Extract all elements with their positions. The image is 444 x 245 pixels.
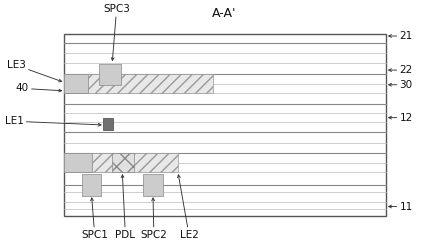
Bar (64, 153, 92, 172)
Text: A-A': A-A' (212, 7, 236, 20)
Bar (64, 74, 213, 93)
Text: SPC1: SPC1 (81, 198, 108, 240)
Bar (103, 118, 113, 130)
Bar (64, 34, 386, 216)
Text: LE2: LE2 (178, 175, 198, 240)
Text: 11: 11 (388, 202, 413, 211)
Text: SPC2: SPC2 (140, 198, 167, 240)
Text: LE1: LE1 (5, 116, 101, 126)
Text: LE3: LE3 (7, 60, 62, 82)
Bar (64, 74, 88, 93)
Text: PDL: PDL (115, 175, 135, 240)
Bar (82, 174, 101, 196)
Bar (99, 64, 121, 85)
Text: 22: 22 (388, 65, 413, 75)
Text: 30: 30 (388, 80, 412, 90)
Text: SPC3: SPC3 (103, 4, 130, 61)
Text: 12: 12 (388, 113, 413, 123)
Text: 21: 21 (388, 31, 413, 41)
Bar (64, 153, 178, 172)
Bar (112, 153, 134, 172)
Text: 40: 40 (16, 83, 62, 93)
Bar (143, 174, 163, 196)
